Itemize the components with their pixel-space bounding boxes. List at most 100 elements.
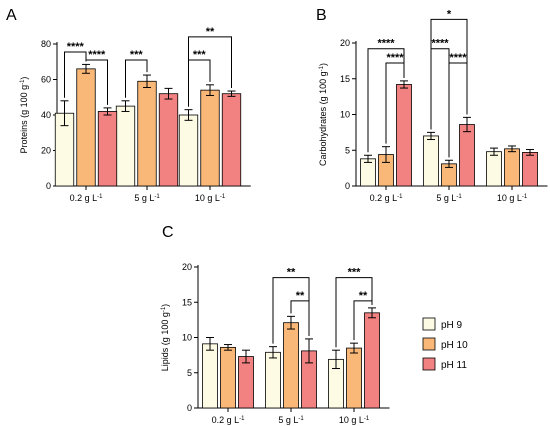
legend-label: pH 11 xyxy=(441,360,467,371)
x-category-label: 0.2 g L-1 xyxy=(370,193,404,203)
significance-bracket xyxy=(64,51,87,98)
bar xyxy=(238,356,254,409)
significance-label: ** xyxy=(287,267,296,279)
legend-swatch xyxy=(422,357,436,371)
legend-label: pH 9 xyxy=(441,320,463,331)
x-category-label: 5 g L-1 xyxy=(278,415,304,425)
y-axis-label-sup: -1 xyxy=(20,79,26,85)
x-category-main: 0.2 g L xyxy=(370,193,398,203)
x-category-label: 5 g L-1 xyxy=(436,193,462,203)
y-tick-label: 40 xyxy=(41,110,51,120)
y-axis-label: Proteins (g 100 g-1) xyxy=(19,77,29,154)
x-category-sup: -1 xyxy=(522,194,528,200)
bar xyxy=(200,89,220,187)
bar xyxy=(137,80,157,187)
bar xyxy=(115,105,136,187)
x-category-sup: -1 xyxy=(397,194,403,200)
bar xyxy=(283,322,299,409)
y-axis-label: Lipids (g 100 g-1) xyxy=(160,304,170,371)
y-tick-label: 5 xyxy=(345,145,350,155)
y-tick-label: 15 xyxy=(340,74,350,84)
y-axis-label-close: ) xyxy=(318,63,328,66)
x-category-sup: -1 xyxy=(364,416,370,422)
legend: pH 9 pH 10 pH 11 xyxy=(422,317,468,371)
bar xyxy=(364,312,380,409)
bar xyxy=(221,93,242,187)
bar xyxy=(202,343,218,409)
legend-swatch xyxy=(422,337,436,351)
y-tick-label: 20 xyxy=(41,146,51,156)
significance-label: *** xyxy=(348,267,362,279)
x-category-sup: -1 xyxy=(154,194,160,200)
y-tick-label: 80 xyxy=(41,39,51,49)
y-axis-label: Carbohydrates (g 100 g-1) xyxy=(318,63,328,166)
significance-label: ** xyxy=(206,26,215,38)
bar xyxy=(486,151,502,187)
legend-label: pH 10 xyxy=(441,340,468,351)
significance-label: ** xyxy=(296,290,305,302)
bar xyxy=(97,111,118,187)
panel-a-letter: A xyxy=(6,7,17,24)
y-axis-label-close: ) xyxy=(19,77,29,80)
x-category-label: 10 g L-1 xyxy=(339,415,370,425)
significance-label: **** xyxy=(88,49,106,61)
x-category-main: 5 g L xyxy=(278,415,298,425)
x-category-sup: -1 xyxy=(97,194,103,200)
y-axis-label-sup: -1 xyxy=(319,65,325,71)
significance-label: **** xyxy=(386,52,404,64)
panel-b-letter: B xyxy=(316,7,327,24)
y-axis-label-main: Proteins (g 100 g xyxy=(19,85,29,154)
significance-bracket xyxy=(85,59,108,105)
significance-label: * xyxy=(447,8,452,20)
bar xyxy=(423,135,439,187)
significance-bracket xyxy=(385,62,405,144)
x-category-sup: -1 xyxy=(239,416,245,422)
y-tick-label: 5 xyxy=(187,368,192,378)
legend-swatch xyxy=(422,317,436,331)
panel-c-letter: C xyxy=(162,224,174,241)
x-category-main: 0.2 g L xyxy=(70,193,98,203)
y-axis-label-main: Lipids (g 100 g xyxy=(160,312,170,371)
y-tick-label: 0 xyxy=(187,403,192,413)
y-tick-label: 60 xyxy=(41,75,51,85)
x-category-label: 10 g L-1 xyxy=(195,193,226,203)
x-category-sup: -1 xyxy=(298,416,304,422)
bar xyxy=(265,351,281,409)
x-category-main: 10 g L xyxy=(497,193,522,203)
x-category-label: 5 g L-1 xyxy=(134,193,160,203)
significance-bracket xyxy=(125,59,148,98)
x-category-main: 10 g L xyxy=(339,415,364,425)
x-category-label: 10 g L-1 xyxy=(497,193,528,203)
panel-carbohydrates: B 0 5 10 15 20 Carbohydrates (g 100 g-1) 0.2 g… xyxy=(316,7,548,203)
y-tick-label: 0 xyxy=(345,181,350,191)
x-category-main: 5 g L xyxy=(436,193,456,203)
x-category-label: 0.2 g L-1 xyxy=(212,415,246,425)
significance-bracket xyxy=(335,277,373,348)
y-tick-label: 10 xyxy=(340,110,350,120)
y-axis-label-sup: -1 xyxy=(161,306,167,312)
y-tick-label: 20 xyxy=(340,38,350,48)
x-category-main: 5 g L xyxy=(134,193,154,203)
y-tick-label: 15 xyxy=(182,297,192,307)
x-category-sup: -1 xyxy=(220,194,226,200)
bar xyxy=(504,148,520,187)
significance-label: **** xyxy=(377,38,395,50)
x-category-main: 0.2 g L xyxy=(212,415,240,425)
bar xyxy=(522,151,538,187)
significance-label: **** xyxy=(67,41,85,53)
bar xyxy=(360,158,376,187)
significance-bracket xyxy=(290,300,310,336)
bar xyxy=(76,68,96,187)
y-tick-label: 10 xyxy=(182,333,192,343)
y-axis-label-close: ) xyxy=(160,304,170,307)
x-category-sup: -1 xyxy=(456,194,462,200)
x-category-label: 0.2 g L-1 xyxy=(70,193,104,203)
x-category-main: 10 g L xyxy=(195,193,220,203)
bar xyxy=(346,347,362,409)
y-tick-label: 20 xyxy=(182,262,192,272)
significance-label: *** xyxy=(193,49,207,61)
significance-bracket xyxy=(448,62,468,158)
